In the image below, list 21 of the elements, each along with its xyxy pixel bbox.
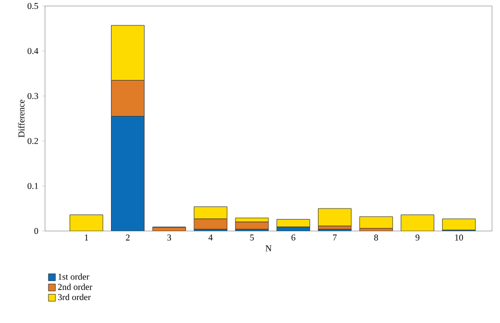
x-tick-label: 8 [374, 234, 378, 241]
y-tick-label: 0.3 [28, 92, 38, 100]
y-tick-label: 0 [34, 228, 38, 234]
x-tick-label: 5 [250, 234, 254, 240]
legend-label: 1st order [58, 273, 90, 280]
legend-label: 2nd order [58, 284, 92, 290]
x-tick-label: 7 [333, 234, 337, 240]
y-tick-label: 0.5 [28, 2, 38, 10]
x-tick-label: 1 [84, 234, 88, 240]
y-axis-title: Difference [18, 100, 24, 138]
legend-label: 3rd order [58, 294, 91, 300]
x-tick-label: 3 [167, 234, 172, 241]
x-tick-label: 9 [416, 234, 420, 241]
x-tick-label: 2 [126, 234, 130, 240]
x-axis-title: N [266, 245, 272, 252]
x-tick-label: 6 [291, 234, 296, 241]
y-tick-label: 0.1 [28, 182, 38, 190]
y-tick-label: 0.2 [28, 138, 38, 144]
x-tick-label: 4 [208, 234, 213, 240]
y-tick-label: 0.4 [28, 48, 38, 54]
x-tick-label: 10 [455, 234, 464, 241]
